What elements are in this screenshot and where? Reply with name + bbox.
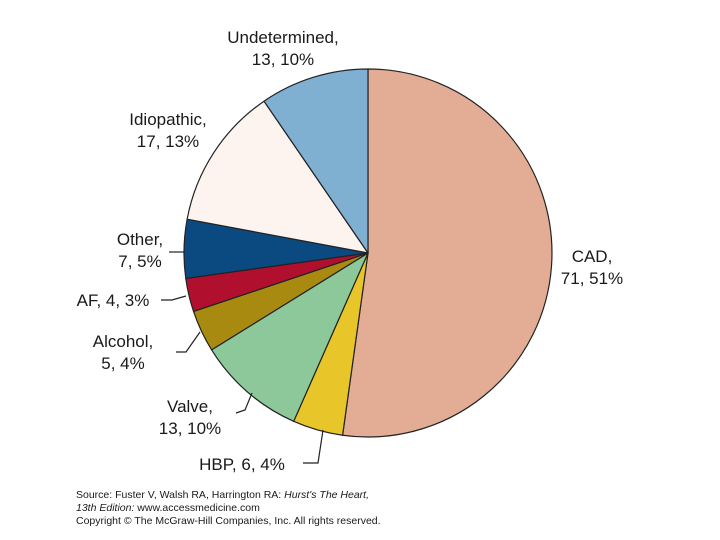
source-line-3: Copyright © The McGraw-Hill Companies, I… <box>76 515 381 527</box>
slice-label-alcohol: Alcohol, 5, 4% <box>93 332 153 373</box>
slice-label-hbp: HBP, 6, 4% <box>199 455 285 474</box>
slice-label-undetermined: Undetermined, 13, 10% <box>227 28 339 69</box>
slice-label-line1: Idiopathic, <box>129 110 207 129</box>
slice-label-valve: Valve, 13, 10% <box>159 397 221 438</box>
leader-line-alcohol <box>176 331 201 353</box>
pie-slice-idiopathic <box>186 100 369 254</box>
slice-labels: CAD, 71, 51% HBP, 6, 4% Valve, 13, 10% Alcoho… <box>77 28 624 474</box>
leader-line-af <box>161 295 187 301</box>
pie-slices <box>183 68 553 438</box>
pie-slice-undetermined <box>263 68 369 254</box>
slice-label-line2: 5, 4% <box>101 354 144 373</box>
slice-label-line1: CAD, <box>572 247 613 266</box>
slice-label-line2: 17, 13% <box>137 132 199 151</box>
slice-label-cad: CAD, 71, 51% <box>561 247 623 288</box>
pie-slice-cad <box>341 68 553 438</box>
slice-label-line1: Alcohol, <box>93 332 153 351</box>
slice-label-line1: AF, 4, 3% <box>77 291 150 310</box>
slice-label-idiopathic: Idiopathic, 17, 13% <box>129 110 207 151</box>
source-line-1: Source: Fuster V, Walsh RA, Harrington R… <box>76 489 370 501</box>
leader-line-hbp <box>303 429 324 464</box>
slice-label-line1: Undetermined, <box>227 28 339 47</box>
slice-label-line2: 71, 51% <box>561 269 623 288</box>
source-line-2: 13th Edition: www.accessmedicine.com <box>76 502 260 514</box>
slice-label-line2: 13, 10% <box>252 50 314 69</box>
slice-label-line2: 7, 5% <box>118 252 161 271</box>
slice-label-line1: HBP, 6, 4% <box>199 455 285 474</box>
leader-line-valve <box>235 392 253 414</box>
slice-label-other: Other, 7, 5% <box>117 230 163 271</box>
leader-lines <box>161 251 324 464</box>
slice-label-af: AF, 4, 3% <box>77 291 150 310</box>
slice-label-line2: 13, 10% <box>159 419 221 438</box>
source-note: Source: Fuster V, Walsh RA, Harrington R… <box>76 489 696 528</box>
slice-label-line1: Other, <box>117 230 163 249</box>
pie-slice-valve <box>210 252 369 422</box>
slice-label-line1: Valve, <box>167 397 213 416</box>
